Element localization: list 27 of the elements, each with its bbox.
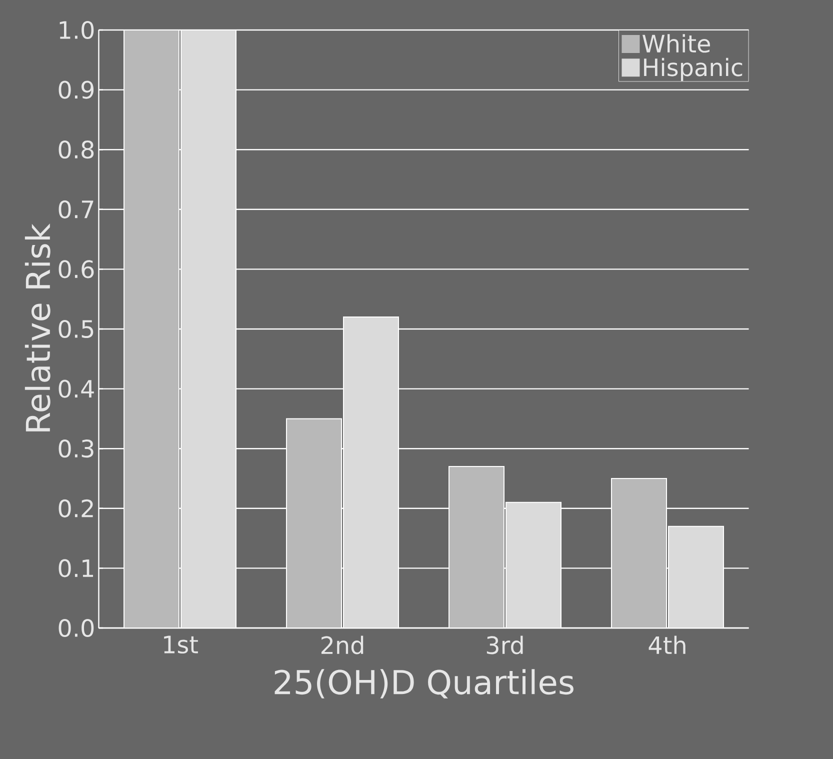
- x-axis-title: 25(OH)D Quartiles: [274, 669, 574, 698]
- y-tick-label: 0.2: [58, 499, 93, 518]
- y-tick-label: 0.6: [58, 260, 94, 278]
- legend-label: White: [642, 34, 710, 53]
- legend-label: Hispanic: [644, 58, 742, 81]
- y-tick-label: 0.4: [58, 380, 94, 398]
- y-tick-label: 0.5: [58, 320, 94, 338]
- bar: [668, 526, 724, 628]
- bar: [286, 418, 342, 628]
- y-tick-label: 0.8: [58, 140, 94, 159]
- bar: [124, 30, 180, 628]
- bar: [449, 466, 504, 628]
- y-tick-label: 0.7: [58, 200, 94, 218]
- bar: [344, 317, 398, 628]
- y-tick-label: 0.9: [58, 80, 94, 99]
- bar: [180, 30, 236, 628]
- y-tick-label: 0.1: [58, 559, 94, 578]
- y-axis-title: Relative Risk: [24, 224, 50, 432]
- bar: [506, 502, 561, 628]
- x-tick-label: 4th: [648, 636, 686, 654]
- y-tick-label: 0.0: [58, 618, 94, 638]
- x-tick-label: 1st: [164, 636, 198, 654]
- x-tick-label: 3rd: [486, 636, 523, 654]
- y-tick-label: 1.0: [60, 20, 94, 40]
- y-tick-label: 0.3: [58, 440, 94, 458]
- x-tick-label: 2nd: [321, 636, 364, 654]
- bar: [611, 478, 668, 628]
